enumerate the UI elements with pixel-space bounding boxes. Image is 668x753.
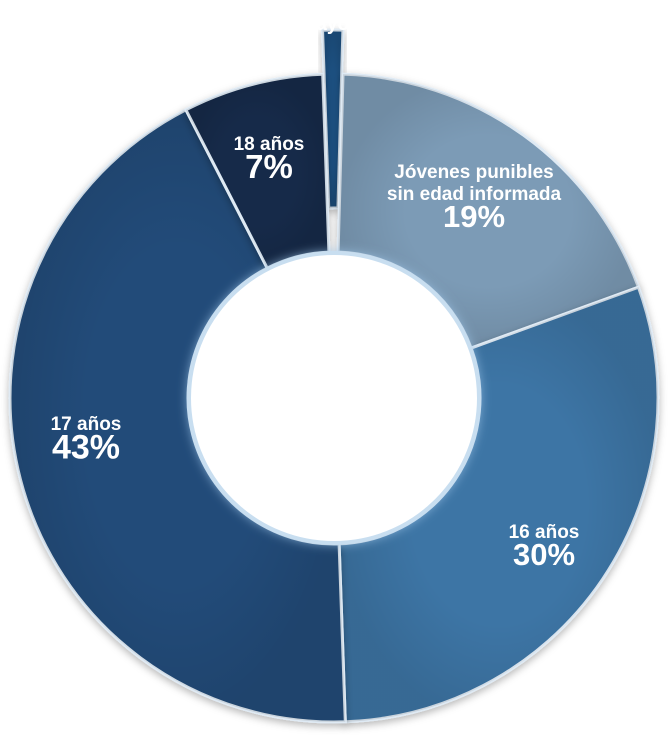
slice-label-name-1-line-1: Mayores a 18 años [301,14,470,35]
donut-slice-shade-2 [338,74,639,349]
slice-label-value-5: 7% [245,148,293,185]
donut-slice-shade-5 [185,74,329,269]
slice-label-name-2-line-1: Jóvenes punibles [394,162,553,183]
slice-label-value-4: 43% [52,428,120,466]
slice-label-value-2: 19% [443,199,505,234]
slice-label-name-3-line-1: 16 años [509,522,580,543]
donut-slice-shade-3 [339,287,658,722]
donut-slice-shade-4 [9,109,346,722]
slice-label-value-3: 30% [513,537,575,572]
slice-label-name-4-line-1: 17 años [51,414,122,435]
slice-label-value-1: 1% [365,31,406,62]
donut-hole [187,251,481,545]
slices-group [8,28,660,724]
donut-slice-shade-1 [322,30,343,209]
slice-label-name-2-line-2: sin edad informada [387,184,562,205]
slice-label-name-5-line-1: 18 años [234,134,305,155]
